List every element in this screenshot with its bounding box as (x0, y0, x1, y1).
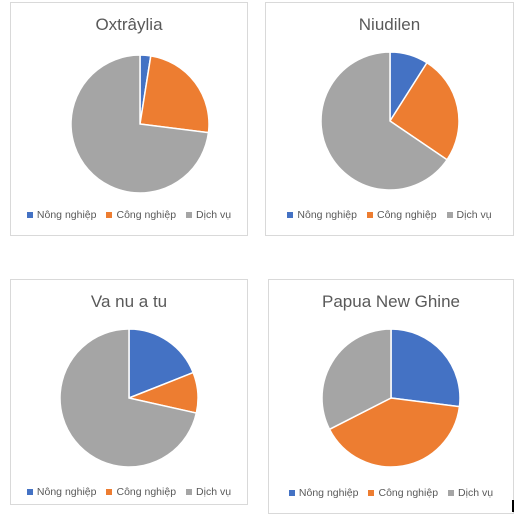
chart-legend: Nông nghiệp Công nghiệp Dịch vụ (269, 487, 513, 499)
pie-slice-dich-vu[interactable] (70, 54, 210, 194)
pie-slice-dich-vu[interactable] (321, 328, 392, 431)
chart-legend: Nông nghiệp Công nghiệp Dịch vụ (266, 209, 513, 221)
legend-swatch (186, 212, 193, 218)
pie-chart-va-nu-a-tu[interactable]: Va nu a tu Nông nghiệp Công nghiệp Dịch vụ (10, 279, 248, 505)
chart-title: Papua New Ghine (322, 292, 460, 311)
legend-label: Công nghiệp (116, 486, 177, 498)
legend-label: Nông nghiệp (298, 487, 359, 499)
pie-chart-oxtraylia[interactable]: Oxtrâylia Nông nghiệp Công nghiệp Dịch vụ (10, 2, 248, 236)
legend-label: Nông nghiệp (36, 486, 97, 498)
chart-title: Oxtrâylia (95, 15, 163, 34)
legend-item-dich-vu[interactable]: Dịch vụ (186, 486, 231, 498)
legend-item-nong-nghiep[interactable]: Nông nghiệp (26, 209, 97, 221)
pie-chart-niudilen[interactable]: Niudilen Nông nghiệp Công nghiệp Dịch vụ (265, 2, 514, 236)
legend-swatch (366, 212, 373, 218)
legend-item-dich-vu[interactable]: Dịch vụ (448, 487, 493, 499)
legend-label: Công nghiệp (376, 209, 437, 221)
legend-swatch (446, 212, 453, 218)
legend-swatch (26, 489, 33, 495)
legend-label: Công nghiệp (116, 209, 177, 221)
chart-title: Va nu a tu (90, 292, 168, 311)
pie-plot-area (320, 51, 460, 191)
legend-label: Công nghiệp (378, 487, 439, 499)
pie-slice-dich-vu[interactable] (59, 328, 198, 468)
pie-slice-nong-nghiep[interactable] (390, 328, 461, 408)
chart-legend: Nông nghiệp Công nghiệp Dịch vụ (11, 209, 247, 221)
legend-swatch (26, 212, 33, 218)
chart-legend: Nông nghiệp Công nghiệp Dịch vụ (11, 486, 247, 498)
legend-item-cong-nghiep[interactable]: Công nghiệp (366, 209, 437, 221)
legend-swatch (368, 490, 375, 496)
pie-slice-cong-nghiep[interactable] (139, 54, 210, 134)
pie-plot-area (321, 328, 461, 468)
legend-item-nong-nghiep[interactable]: Nông nghiệp (287, 209, 357, 221)
legend-item-cong-nghiep[interactable]: Công nghiệp (106, 486, 176, 498)
legend-item-dich-vu[interactable]: Dịch vụ (446, 209, 492, 221)
legend-swatch (106, 489, 113, 495)
legend-label: Nông nghiệp (297, 209, 357, 221)
pie-slice-cong-nghiep[interactable] (328, 397, 461, 468)
legend-swatch (106, 212, 113, 218)
legend-swatch (287, 212, 294, 218)
pie-slice-nong-nghiep[interactable] (128, 328, 195, 400)
pie-plot-area (70, 54, 210, 194)
legend-item-dich-vu[interactable]: Dịch vụ (186, 209, 231, 221)
legend-label: Dịch vụ (458, 487, 494, 499)
legend-swatch (288, 490, 295, 496)
legend-label: Nông nghiệp (36, 209, 97, 221)
chart-title: Niudilen (358, 15, 421, 34)
legend-swatch (186, 489, 193, 495)
pie-plot-area (59, 328, 199, 468)
legend-label: Dịch vụ (456, 209, 492, 221)
pie-slice-cong-nghiep[interactable] (388, 61, 460, 161)
legend-item-nong-nghiep[interactable]: Nông nghiệp (26, 486, 97, 498)
text-cursor (512, 500, 514, 512)
pie-slice-dich-vu[interactable] (320, 51, 449, 191)
legend-item-cong-nghiep[interactable]: Công nghiệp (106, 209, 176, 221)
legend-item-nong-nghiep[interactable]: Nông nghiệp (288, 487, 359, 499)
legend-item-cong-nghiep[interactable]: Công nghiệp (368, 487, 438, 499)
legend-swatch (448, 490, 455, 496)
pie-chart-papua-new-ghine[interactable]: Papua New Ghine Nông nghiệp Công nghiệp Dịc… (268, 279, 514, 514)
legend-label: Dịch vụ (196, 486, 232, 498)
legend-label: Dịch vụ (196, 209, 232, 221)
